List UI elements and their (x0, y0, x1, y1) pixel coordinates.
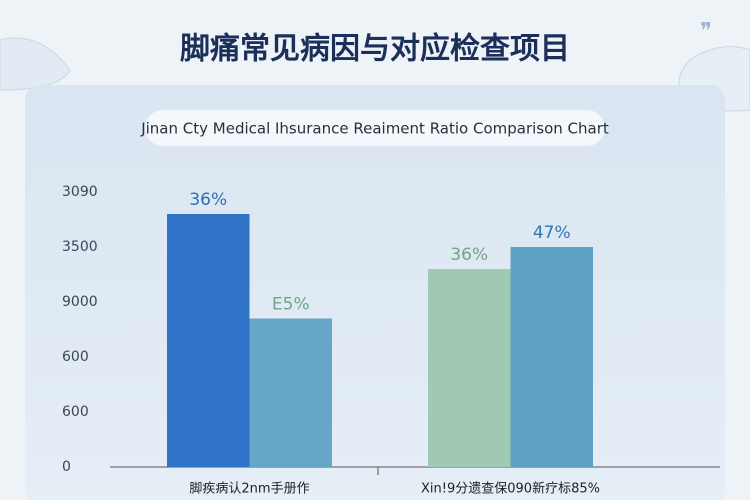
value-label: E5% (272, 295, 310, 315)
y-tick-label: 9000 (62, 294, 98, 310)
value-label: 36% (450, 245, 488, 265)
bar (510, 247, 593, 467)
panel (25, 85, 725, 500)
chart-subtitle: Jinan Cty Medical Ihsurance Reaiment Rat… (140, 120, 609, 138)
chart-title: 脚痛常见病因与对应检查项目 (180, 32, 570, 67)
bar (167, 214, 250, 467)
y-tick-label: 0 (62, 459, 71, 475)
bar (428, 269, 511, 467)
x-tick-label: Xin!9分遗查保090新疗标85% (421, 481, 600, 497)
y-tick-label: 600 (62, 404, 89, 420)
decoration (0, 37, 71, 91)
y-tick-label: 600 (62, 349, 89, 365)
x-tick-label: 脚疾病认2nm手册作 (189, 481, 309, 497)
value-label: 47% (533, 223, 571, 243)
subtitle-pill (145, 110, 605, 146)
bar (249, 318, 332, 467)
value-label: 36% (189, 190, 227, 210)
y-tick-label: 3500 (62, 239, 98, 255)
decoration: ❞ (700, 19, 712, 44)
y-tick-label: 3090 (62, 184, 98, 200)
